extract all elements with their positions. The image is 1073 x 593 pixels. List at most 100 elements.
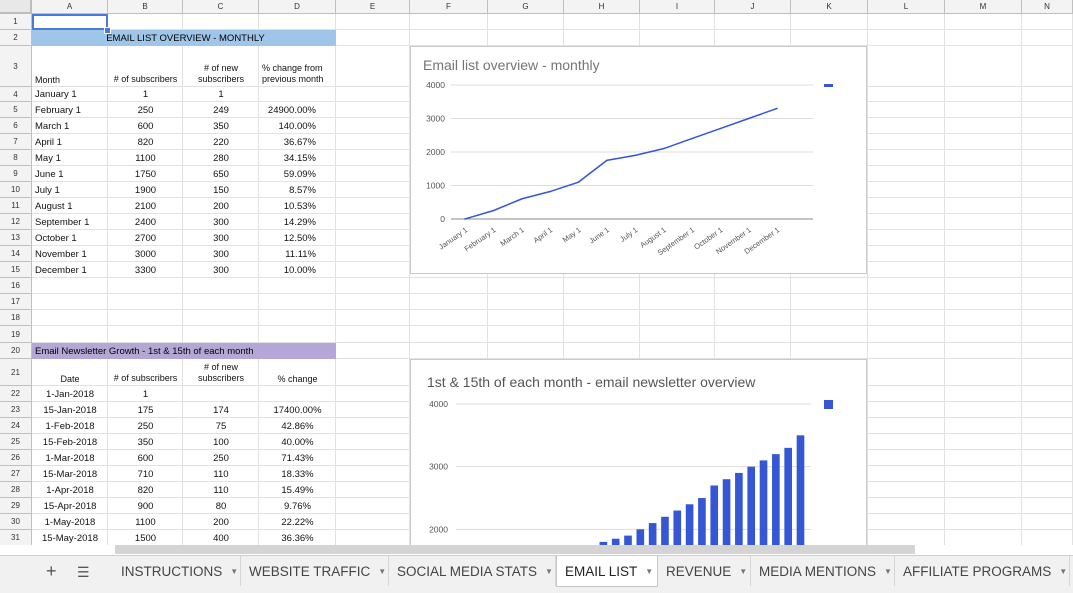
menu-icon[interactable]: ☰ bbox=[77, 564, 90, 580]
pct-change-cell[interactable]: 12.50% bbox=[283, 233, 316, 244]
row-header-10[interactable]: 10 bbox=[0, 182, 32, 198]
row-header-18[interactable]: 18 bbox=[0, 310, 32, 326]
date-cell[interactable]: 15-Feb-2018 bbox=[42, 437, 98, 448]
new-subscribers-cell[interactable]: 280 bbox=[213, 153, 229, 164]
row-header-19[interactable]: 19 bbox=[0, 326, 32, 343]
header-pct-change[interactable]: % change from previous month bbox=[262, 63, 324, 84]
row-header-17[interactable]: 17 bbox=[0, 294, 32, 310]
column-header-j[interactable]: J bbox=[715, 0, 791, 14]
row-header-22[interactable]: 22 bbox=[0, 386, 32, 402]
row-header-12[interactable]: 12 bbox=[0, 214, 32, 230]
column-header-c[interactable]: C bbox=[183, 0, 259, 14]
row-header-7[interactable]: 7 bbox=[0, 134, 32, 150]
horizontal-scrollbar[interactable] bbox=[115, 545, 915, 554]
column-header-d[interactable]: D bbox=[259, 0, 336, 14]
subscribers-cell-2[interactable]: 820 bbox=[137, 485, 154, 496]
new-subscribers-cell-2[interactable]: 80 bbox=[215, 501, 227, 512]
row-header-31[interactable]: 31 bbox=[0, 530, 32, 545]
column-header-m[interactable]: M bbox=[945, 0, 1022, 14]
month-cell[interactable]: September 1 bbox=[35, 217, 90, 228]
column-header-f[interactable]: F bbox=[410, 0, 488, 14]
row-header-23[interactable]: 23 bbox=[0, 402, 32, 418]
selected-cell-a1[interactable] bbox=[32, 14, 108, 30]
row-header-20[interactable]: 20 bbox=[0, 343, 32, 359]
select-all-corner[interactable] bbox=[0, 0, 32, 14]
row-header-24[interactable]: 24 bbox=[0, 418, 32, 434]
new-subscribers-cell-2[interactable]: 75 bbox=[215, 421, 227, 432]
header-new-subscribers[interactable]: # of new subscribers bbox=[197, 63, 244, 84]
row-header-3[interactable]: 3 bbox=[0, 46, 32, 87]
subscribers-cell-2[interactable]: 350 bbox=[137, 437, 154, 448]
subscribers-cell[interactable]: 1750 bbox=[134, 169, 157, 180]
new-subscribers-cell[interactable]: 300 bbox=[213, 249, 229, 260]
pct-change-cell[interactable]: 10.00% bbox=[283, 265, 316, 276]
new-subscribers-cell[interactable]: 300 bbox=[213, 265, 229, 276]
subscribers-cell[interactable]: 250 bbox=[137, 105, 154, 116]
date-cell[interactable]: 15-Mar-2018 bbox=[42, 469, 98, 480]
pct-change-cell[interactable]: 140.00% bbox=[278, 121, 316, 132]
header-pct-change-2[interactable]: % change bbox=[277, 374, 318, 384]
new-subscribers-cell-2[interactable]: 100 bbox=[213, 437, 229, 448]
subscribers-cell[interactable]: 1 bbox=[142, 89, 149, 100]
row-header-21[interactable]: 21 bbox=[0, 359, 32, 386]
pct-change-cell-2[interactable]: 9.76% bbox=[284, 501, 311, 512]
row-header-8[interactable]: 8 bbox=[0, 150, 32, 166]
row-header-6[interactable]: 6 bbox=[0, 118, 32, 134]
chevron-down-icon[interactable]: ▼ bbox=[230, 566, 239, 576]
new-subscribers-cell[interactable]: 249 bbox=[213, 105, 229, 116]
subscribers-cell[interactable]: 3300 bbox=[134, 265, 157, 276]
column-header-n[interactable]: N bbox=[1022, 0, 1073, 14]
pct-change-cell-2[interactable]: 22.22% bbox=[281, 517, 314, 528]
new-subscribers-cell-2[interactable]: 110 bbox=[213, 485, 229, 496]
new-subscribers-cell[interactable]: 300 bbox=[213, 233, 229, 244]
column-header-b[interactable]: B bbox=[108, 0, 183, 14]
date-cell[interactable]: 1-Feb-2018 bbox=[45, 421, 95, 432]
subscribers-cell[interactable]: 2400 bbox=[134, 217, 157, 228]
column-header-e[interactable]: E bbox=[336, 0, 410, 14]
new-subscribers-cell[interactable]: 1 bbox=[218, 89, 224, 100]
row-header-26[interactable]: 26 bbox=[0, 450, 32, 466]
date-cell[interactable]: 15-Apr-2018 bbox=[43, 501, 97, 512]
row-header-5[interactable]: 5 bbox=[0, 102, 32, 118]
newsletter-bar-chart[interactable]: 1st & 15th of each month - email newslet… bbox=[410, 359, 867, 545]
chevron-down-icon[interactable]: ▼ bbox=[1059, 566, 1068, 576]
new-subscribers-cell[interactable]: 350 bbox=[213, 121, 229, 132]
pct-change-cell[interactable]: 24900.00% bbox=[267, 105, 316, 116]
month-cell[interactable]: October 1 bbox=[35, 233, 77, 244]
month-cell[interactable]: December 1 bbox=[35, 265, 87, 276]
month-cell[interactable]: August 1 bbox=[35, 201, 73, 212]
pct-change-cell-2[interactable]: 17400.00% bbox=[273, 405, 322, 416]
month-cell[interactable]: January 1 bbox=[35, 89, 77, 100]
subscribers-cell-2[interactable]: 250 bbox=[137, 421, 154, 432]
date-cell[interactable]: 15-Jan-2018 bbox=[43, 405, 97, 416]
month-cell[interactable]: November 1 bbox=[35, 249, 87, 260]
subscribers-cell[interactable]: 1100 bbox=[135, 153, 156, 164]
subscribers-cell[interactable]: 820 bbox=[137, 137, 154, 148]
column-header-l[interactable]: L bbox=[868, 0, 945, 14]
tab-instructions[interactable]: INSTRUCTIONS ▼ bbox=[113, 556, 241, 586]
row-header-13[interactable]: 13 bbox=[0, 230, 32, 246]
subscribers-cell[interactable]: 2100 bbox=[134, 201, 157, 212]
row-header-15[interactable]: 15 bbox=[0, 262, 32, 278]
new-subscribers-cell[interactable]: 150 bbox=[213, 185, 229, 196]
row-header-1[interactable]: 1 bbox=[0, 14, 32, 30]
new-subscribers-cell-2[interactable]: 400 bbox=[213, 533, 229, 544]
subscribers-cell-2[interactable]: 1100 bbox=[135, 517, 156, 528]
column-header-a[interactable]: A bbox=[32, 0, 108, 14]
chevron-down-icon[interactable]: ▼ bbox=[378, 566, 387, 576]
subscribers-cell-2[interactable]: 1500 bbox=[134, 533, 157, 544]
row-header-29[interactable]: 29 bbox=[0, 498, 32, 514]
row-header-28[interactable]: 28 bbox=[0, 482, 32, 498]
chevron-down-icon[interactable]: ▼ bbox=[884, 566, 892, 576]
row-header-11[interactable]: 11 bbox=[0, 198, 32, 214]
pct-change-cell[interactable]: 34.15% bbox=[283, 153, 316, 164]
chevron-down-icon[interactable]: ▼ bbox=[545, 566, 553, 576]
month-cell[interactable]: March 1 bbox=[35, 121, 70, 132]
plus-icon[interactable]: + bbox=[46, 561, 57, 581]
subscribers-cell-2[interactable]: 175 bbox=[137, 405, 154, 416]
pct-change-cell[interactable]: 11.11% bbox=[285, 249, 316, 260]
pct-change-cell[interactable] bbox=[259, 87, 336, 102]
pct-change-cell-2[interactable]: 36.36% bbox=[281, 533, 314, 544]
tab-email-list[interactable]: EMAIL LIST ▼ bbox=[556, 556, 658, 587]
new-subscribers-cell[interactable]: 200 bbox=[213, 201, 229, 212]
